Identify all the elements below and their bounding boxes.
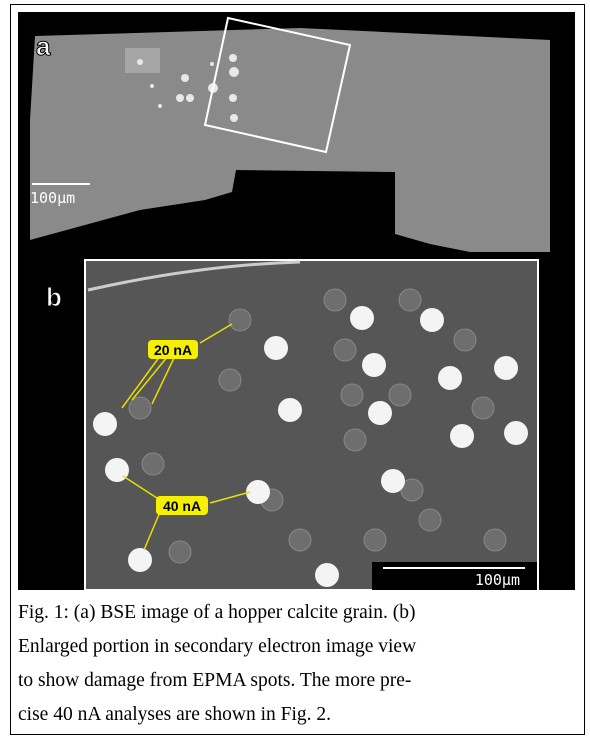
caption-line: Fig. 1: (a) BSE image of a hopper calcit… [18, 596, 584, 630]
panel-label: b [46, 282, 62, 312]
annotation: 20 nA [154, 342, 192, 358]
caption-line: Enlarged portion in secondary electron i… [18, 630, 584, 664]
panel-label: a [36, 31, 51, 61]
caption-line: cise 40 nA analyses are shown in Fig. 2. [18, 698, 584, 732]
panel-b-image [85, 260, 538, 590]
caption-line: to show damage from EPMA spots. The more… [18, 664, 584, 698]
scale-bar-label: 100µm [475, 571, 520, 589]
annotation: 40 nA [163, 498, 201, 514]
scale-bar-label: 100µm [30, 189, 75, 207]
caption: Fig. 1: (a) BSE image of a hopper calcit… [18, 596, 584, 732]
page: a 100µm 20 nA 40 nA b 100µm Fig. 1: (a) … [0, 0, 590, 740]
